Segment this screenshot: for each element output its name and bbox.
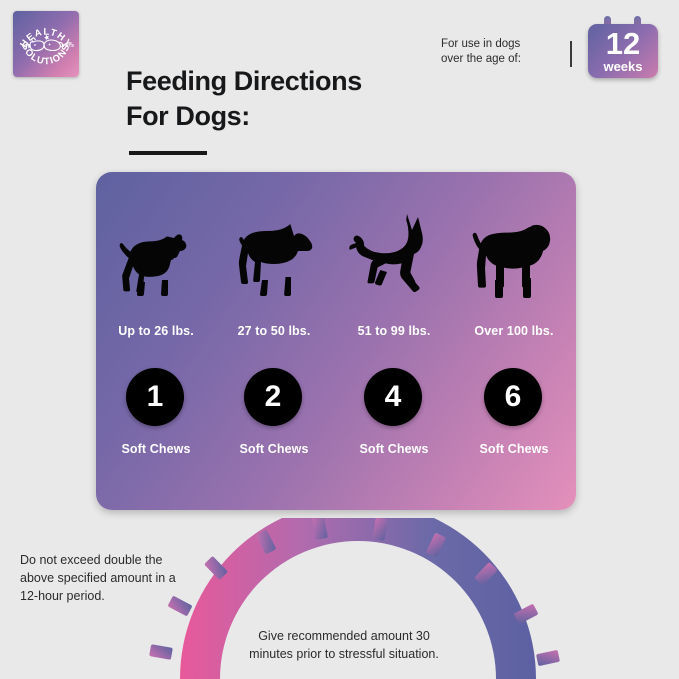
brand-logo: HEALTHY SOLUTIONS FOR PETS	[13, 11, 79, 77]
logo-left-text: FOR	[22, 43, 31, 48]
arc-band	[180, 518, 536, 679]
calendar-body	[588, 24, 658, 78]
dose-unit-label: Soft Chews	[239, 442, 309, 456]
title-line-1: Feeding Directions	[126, 66, 362, 96]
mastiff-icon	[454, 210, 574, 308]
page-title: Feeding Directions For Dogs:	[126, 64, 456, 133]
arc-tick-marks	[149, 518, 560, 666]
weight-label: 27 to 50 lbs.	[237, 324, 311, 338]
calendar-unit: weeks	[603, 59, 643, 74]
arc-graphic	[148, 518, 568, 679]
warning-text: Do not exceed double the above specified…	[20, 553, 176, 603]
weight-label: 51 to 99 lbs.	[357, 324, 431, 338]
dog-cat-icon	[29, 34, 64, 52]
medium-dog-icon	[214, 210, 334, 308]
age-note-line-1: For use in dogs	[441, 38, 521, 50]
logo-artwork: HEALTHY SOLUTIONS FOR PETS	[18, 27, 74, 68]
dose-count-badge: 2	[244, 368, 302, 426]
title-line-2: For Dogs:	[126, 100, 250, 131]
dosage-column-2: 27 to 50 lbs. 2 Soft Chews	[214, 172, 334, 510]
dose-unit-label: Soft Chews	[479, 442, 549, 456]
dose-count-badge: 4	[364, 368, 422, 426]
dosage-column-3: 51 to 99 lbs. 4 Soft Chews	[334, 172, 454, 510]
dose-unit-label: Soft Chews	[359, 442, 429, 456]
dose-count-badge: 6	[484, 368, 542, 426]
age-note-line-2: over the age of:	[441, 53, 521, 66]
dose-count-badge: 1	[126, 368, 184, 426]
title-underline	[129, 151, 207, 155]
shepherd-icon	[334, 210, 454, 308]
weight-label: Up to 26 lbs.	[118, 324, 194, 338]
dose-unit-label: Soft Chews	[121, 442, 191, 456]
calendar-icon: 12 weeks	[588, 16, 658, 78]
vertical-divider	[570, 41, 572, 67]
weight-label: Over 100 lbs.	[474, 324, 554, 338]
age-note: For use in dogs over the age of:	[441, 37, 561, 67]
calendar-number: 12	[605, 26, 641, 61]
dosage-column-4: Over 100 lbs. 6 Soft Chews	[454, 172, 574, 510]
dosage-column-1: Up to 26 lbs. 1 Soft Chews	[96, 172, 216, 510]
arc-note-text: Give recommended amount 30 minutes prior…	[249, 629, 439, 661]
dosage-card: Up to 26 lbs. 1 Soft Chews 27 to 50 lbs.…	[96, 172, 576, 510]
logo-right-text: PETS	[63, 43, 74, 48]
terrier-icon	[96, 210, 216, 308]
